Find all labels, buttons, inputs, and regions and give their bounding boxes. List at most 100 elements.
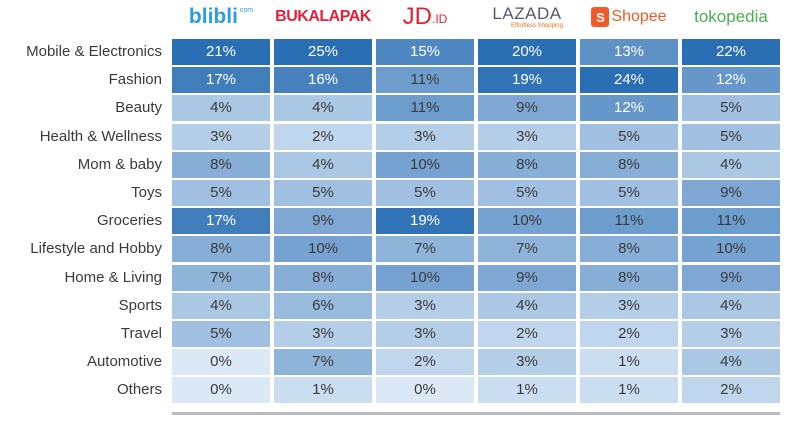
table-cell: 19%: [478, 67, 576, 94]
table-cell: 8%: [172, 151, 270, 178]
table-cell: 20%: [478, 39, 576, 65]
bottom-rule: [172, 412, 780, 415]
row-label: Sports: [118, 296, 162, 314]
table-cell: 10%: [274, 236, 372, 263]
table-cell: 5%: [682, 123, 780, 150]
table-cell: 8%: [274, 264, 372, 291]
table-cell: 8%: [580, 236, 678, 263]
table-cell: 17%: [172, 208, 270, 235]
table-cell: 3%: [172, 123, 270, 150]
table-cell: 24%: [580, 67, 678, 94]
table-cell: 4%: [478, 292, 576, 319]
logo-tokopedia: tokopedia: [682, 2, 780, 32]
table-cell: 0%: [172, 377, 270, 404]
table-cell: 3%: [376, 321, 474, 347]
table-cell: 5%: [682, 95, 780, 122]
table-cell: 15%: [376, 39, 474, 65]
table-cell: 11%: [376, 67, 474, 94]
table-cell: 4%: [172, 292, 270, 319]
table-cell: 3%: [478, 349, 576, 376]
table-cell: 2%: [682, 377, 780, 404]
table-cell: 11%: [682, 208, 780, 235]
table-cell: 19%: [376, 208, 474, 235]
table-cell: 0%: [172, 349, 270, 376]
row-label: Health & Wellness: [39, 127, 162, 145]
table-cell: 9%: [274, 208, 372, 235]
logo-text: blibli: [188, 5, 238, 28]
table-cell: 0%: [376, 377, 474, 404]
table-cell: 5%: [580, 123, 678, 150]
table-cell: 2%: [376, 349, 474, 376]
table-cell: 2%: [274, 123, 372, 150]
table-cell: 17%: [172, 67, 270, 94]
table-cell: 7%: [274, 349, 372, 376]
row-label: Travel: [120, 325, 162, 342]
row-label: Automotive: [86, 353, 162, 371]
table-cell: 2%: [478, 321, 576, 347]
logo-text: Shopee: [611, 8, 667, 25]
table-cell: 7%: [478, 236, 576, 263]
logo-lazada: LAZADA Effortless Shopping: [478, 2, 576, 32]
table-cell: 4%: [682, 151, 780, 178]
logo-text: LAZADA: [492, 3, 562, 23]
table-cell: 3%: [580, 292, 678, 319]
table-cell: 4%: [274, 151, 372, 178]
table-cell: 2%: [580, 321, 678, 347]
table-cell: 5%: [478, 180, 576, 206]
logo-blibli: blibli .com: [172, 2, 270, 32]
table-cell: 1%: [478, 377, 576, 404]
row-label: Home & Living: [64, 268, 162, 286]
table-cell: 9%: [478, 95, 576, 122]
table-cell: 4%: [172, 95, 270, 122]
table-cell: 9%: [682, 264, 780, 291]
table-cell: 16%: [274, 67, 372, 94]
logo-text: tokopedia: [694, 7, 768, 26]
table-cell: 5%: [172, 180, 270, 206]
table-cell: 10%: [376, 264, 474, 291]
row-label: Toys: [131, 184, 162, 201]
table-cell: 12%: [682, 67, 780, 94]
logo-text: JD: [402, 3, 432, 30]
logo-suffix: .ID: [432, 12, 448, 26]
table-cell: 1%: [274, 377, 372, 404]
table-cell: 6%: [274, 292, 372, 319]
table-cell: 11%: [376, 95, 474, 122]
table-cell: 10%: [478, 208, 576, 235]
table-cell: 10%: [376, 151, 474, 178]
table-cell: 5%: [172, 321, 270, 347]
table-cell: 8%: [580, 264, 678, 291]
row-label: Mobile & Electronics: [26, 43, 162, 60]
logo-jd-id: JD .ID: [376, 2, 474, 32]
table-cell: 8%: [172, 236, 270, 263]
logo-text: BUKALAPAK: [275, 8, 371, 25]
table-cell: 13%: [580, 39, 678, 65]
table-cell: 5%: [376, 180, 474, 206]
row-label: Beauty: [115, 99, 162, 117]
table-cell: 7%: [172, 264, 270, 291]
row-label: Lifestyle and Hobby: [30, 240, 162, 258]
row-label: Fashion: [108, 71, 162, 89]
table-cell: 8%: [580, 151, 678, 178]
row-label: Mom & baby: [77, 155, 162, 173]
table-cell: 5%: [580, 180, 678, 206]
logo-shopee: S Shopee: [580, 2, 678, 32]
row-label: Groceries: [96, 212, 162, 230]
shopping-bag-icon: S: [591, 7, 610, 27]
table-cell: 3%: [274, 321, 372, 347]
logo-superscript: .com: [237, 7, 254, 14]
table-cell: 4%: [682, 349, 780, 376]
table-cell: 9%: [682, 180, 780, 206]
table-cell: 9%: [478, 264, 576, 291]
table-cell: 12%: [580, 95, 678, 122]
table-cell: 10%: [682, 236, 780, 263]
table-cell: 4%: [274, 95, 372, 122]
table-cell: 7%: [376, 236, 474, 263]
table-cell: 1%: [580, 349, 678, 376]
logo-tagline: Effortless Shopping: [511, 22, 563, 29]
table-cell: 3%: [376, 123, 474, 150]
table-cell: 22%: [682, 39, 780, 65]
table-cell: 8%: [478, 151, 576, 178]
table-cell: 11%: [580, 208, 678, 235]
table-cell: 21%: [172, 39, 270, 65]
